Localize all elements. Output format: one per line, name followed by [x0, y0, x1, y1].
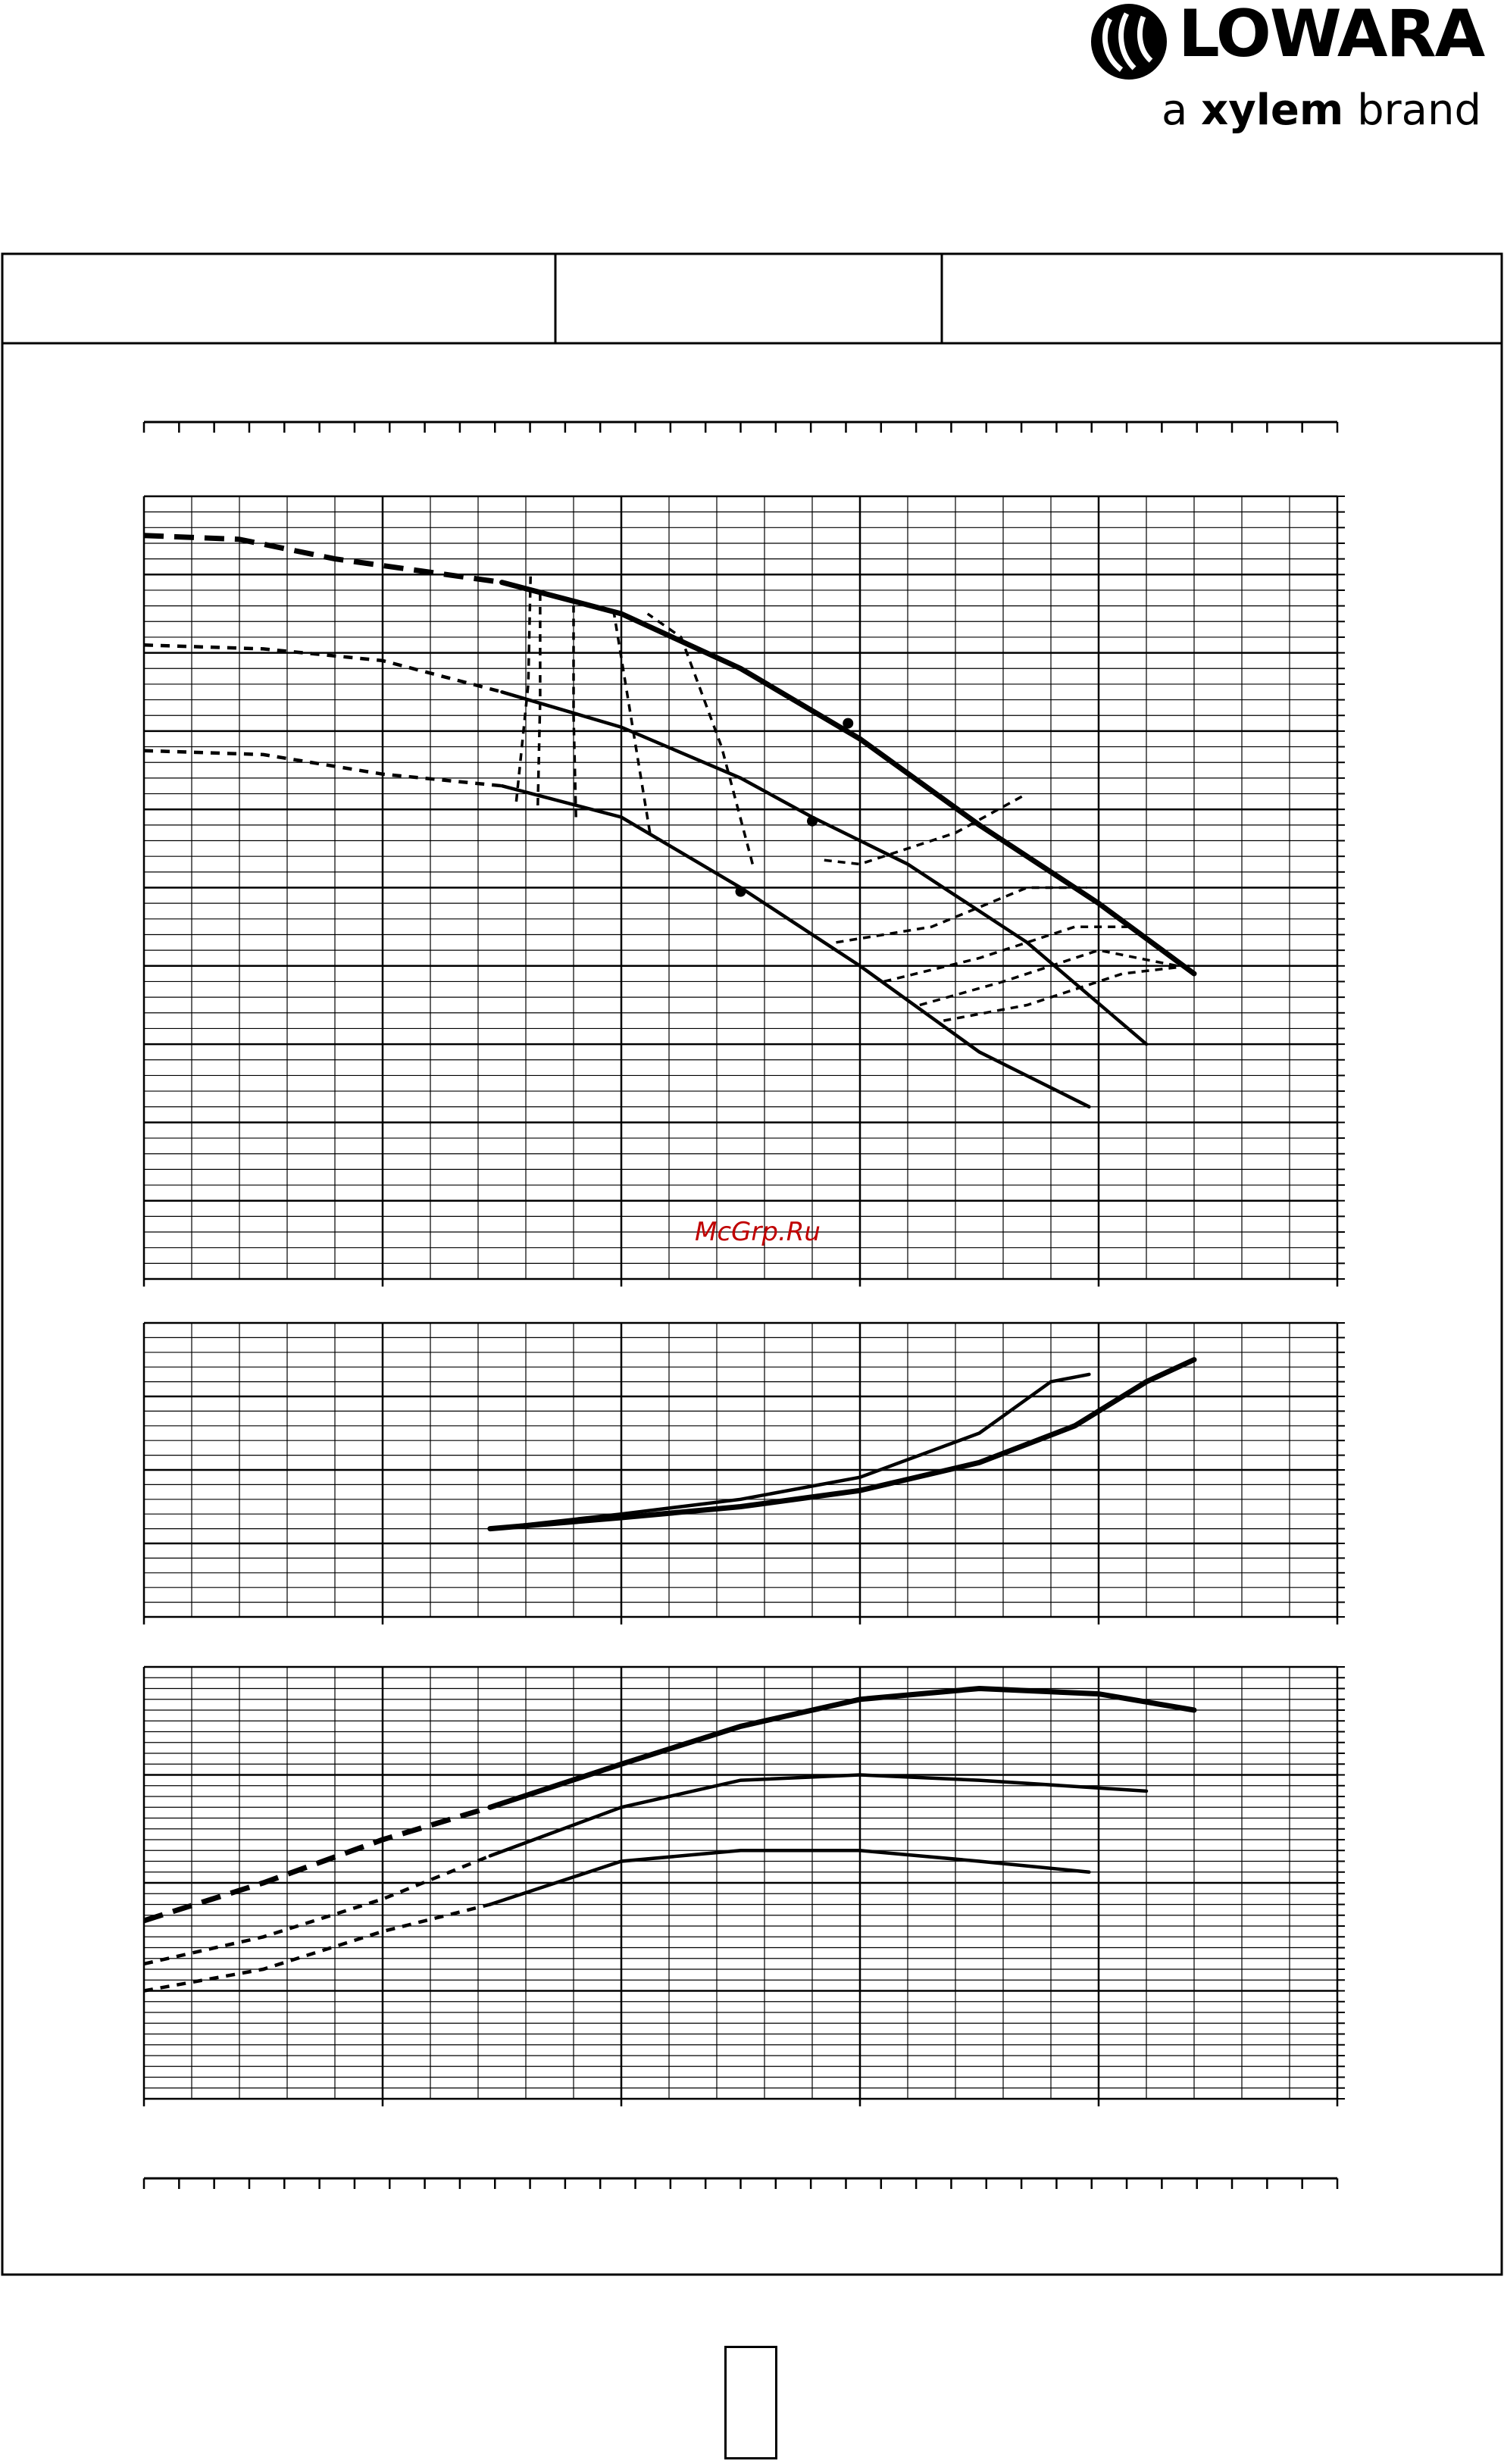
series-1-dashed-line: [143, 643, 503, 694]
head-curve-panel: [142, 495, 1345, 1287]
series-0-line: [487, 1685, 1197, 1810]
series-1-line: [488, 1773, 1149, 1858]
iso-efficiency-line: [943, 965, 1190, 1022]
bottom-scale-ruler: [142, 2177, 1339, 2189]
npsh-curve-panel: [142, 1321, 1345, 1624]
iso-efficiency-line: [883, 925, 1127, 983]
series-2-line: [500, 783, 1091, 1108]
tagline-prefix: a: [1161, 86, 1188, 135]
header-cell-1: [8, 254, 553, 345]
series-1-line: [487, 1357, 1197, 1532]
brand-name: LOWARA: [1178, 0, 1485, 72]
series-2-line: [488, 1849, 1091, 1906]
series-0-dashed-line: [143, 533, 502, 586]
iso-efficiency-line: [919, 949, 1178, 1007]
series-0-dashed-line: [142, 1804, 491, 1924]
header-cell-3: [947, 254, 1496, 345]
series-2-dashed-line: [143, 749, 502, 788]
series-1-marker: [807, 815, 818, 827]
series-2-marker: [735, 886, 746, 897]
watermark-text: McGrp.Ru: [695, 1217, 821, 1247]
tagline-suffix: brand: [1357, 86, 1481, 135]
series-0-marker: [843, 718, 854, 729]
iso-efficiency-line: [514, 574, 533, 802]
series-1-dashed-line: [143, 1854, 491, 1966]
iso-efficiency-line: [612, 613, 652, 833]
lowara-drop-icon: [1091, 4, 1167, 80]
iso-efficiency-line: [646, 612, 754, 865]
sheet-frame: [1, 252, 1503, 2276]
efficiency-curve-panel: [142, 1665, 1345, 2106]
iso-efficiency-line: [836, 886, 1087, 944]
series-0-line: [488, 1372, 1091, 1531]
series-2-dashed-line: [143, 1903, 491, 1993]
header-cell-2: [561, 254, 940, 345]
iso-efficiency-line: [536, 590, 542, 806]
brand-logo: LOWARA a xylem brand: [1087, 0, 1485, 159]
brand-tagline: a xylem brand: [1162, 89, 1481, 132]
series-0-line: [499, 580, 1197, 977]
page-number-box: [724, 2346, 777, 2459]
iso-efficiency-line: [572, 605, 577, 818]
tagline-brand: xylem: [1201, 86, 1344, 135]
iso-efficiency-line: [824, 792, 1028, 866]
top-scale-ruler: [142, 421, 1339, 433]
